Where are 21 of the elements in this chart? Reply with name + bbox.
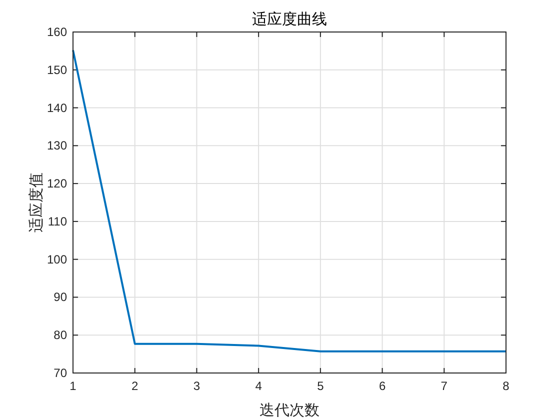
y-axis-title: 适应度值 xyxy=(27,172,45,232)
x-tick-label: 7 xyxy=(440,379,448,393)
y-tick-label: 80 xyxy=(54,328,68,342)
x-tick-label: 8 xyxy=(502,379,510,393)
chart-title: 适应度曲线 xyxy=(252,10,327,28)
y-tick-label: 70 xyxy=(54,366,68,380)
x-tick-label: 2 xyxy=(132,379,139,393)
y-tick-label: 140 xyxy=(46,100,68,115)
y-tick-label: 160 xyxy=(46,25,68,39)
x-tick-label: 6 xyxy=(378,379,386,393)
x-tick-label: 4 xyxy=(255,379,262,393)
x-tick-label: 1 xyxy=(70,379,77,393)
x-tick-label: 3 xyxy=(193,379,200,393)
y-tick-label: 90 xyxy=(54,290,68,304)
y-tick-label: 110 xyxy=(48,214,68,228)
y-tick-label: 120 xyxy=(46,176,68,191)
x-tick-label: 5 xyxy=(317,379,324,393)
y-tick-label: 150 xyxy=(46,62,68,77)
y-tick-label: 130 xyxy=(46,138,68,153)
x-axis-title: 迭代次数 xyxy=(260,401,320,419)
y-tick-label: 100 xyxy=(46,252,68,266)
